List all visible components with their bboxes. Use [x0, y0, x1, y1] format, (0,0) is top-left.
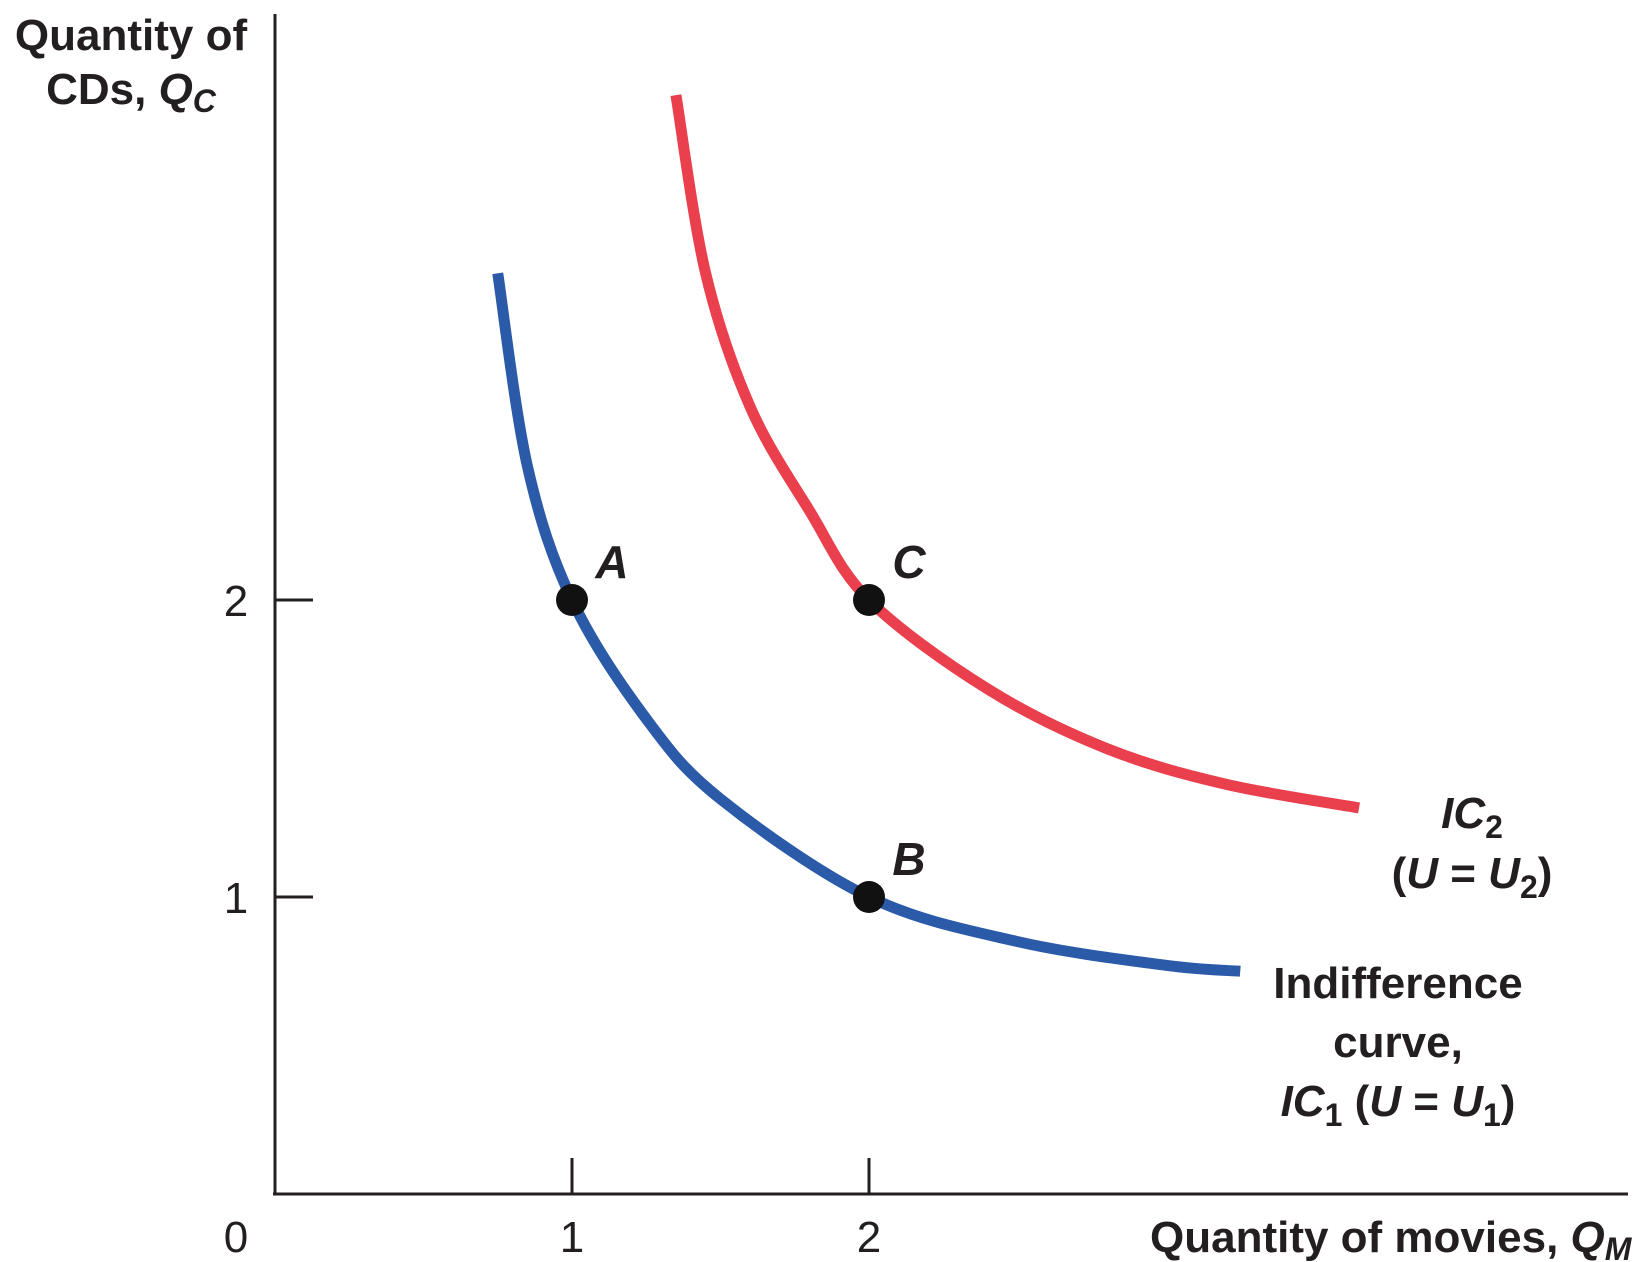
ic1-label-line2: curve, — [1333, 1018, 1463, 1067]
origin-label: 0 — [224, 1213, 248, 1262]
point-c — [853, 584, 885, 616]
curve-ic1 — [492, 272, 1241, 977]
point-a — [556, 584, 588, 616]
point-label-b: B — [892, 833, 925, 885]
y-axis-title-line1: Quantity of — [15, 11, 248, 60]
point-label-c: C — [892, 536, 926, 588]
curve-ic2 — [670, 94, 1361, 814]
y-tick-label: 2 — [224, 577, 248, 626]
y-tick-label: 1 — [224, 874, 248, 923]
ic2-label-line2: (U = U2) — [1392, 849, 1553, 905]
point-label-a: A — [594, 536, 628, 588]
curves — [492, 94, 1361, 977]
y-axis-title-line2: CDs, QC — [46, 65, 217, 119]
ic2-label-line1: IC2 — [1441, 789, 1503, 845]
ic1-label-line1: Indifference — [1273, 959, 1522, 1008]
x-tick-label: 2 — [857, 1213, 881, 1262]
x-axis-title: Quantity of movies, QM — [1150, 1213, 1633, 1262]
ic1-label-line3: IC1 (U = U1) — [1281, 1077, 1516, 1133]
axis-ticks: 1 2 1 2 — [224, 577, 881, 1262]
points: A C B — [556, 536, 926, 913]
x-tick-label: 1 — [560, 1213, 584, 1262]
point-b — [853, 881, 885, 913]
